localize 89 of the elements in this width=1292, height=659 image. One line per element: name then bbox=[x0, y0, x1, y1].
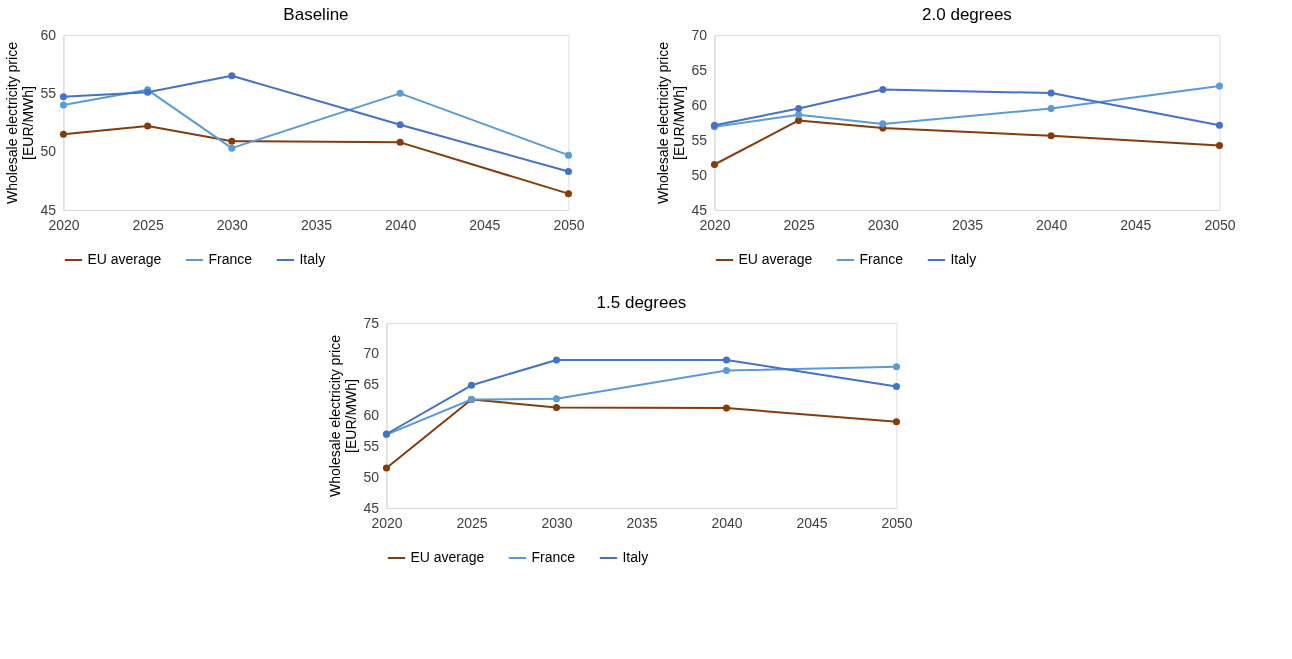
y-tick-label: 45 bbox=[691, 201, 708, 218]
y-tick-label: 70 bbox=[691, 26, 708, 43]
x-tick-label: 2025 bbox=[783, 216, 815, 233]
x-tick-label: 2050 bbox=[1204, 216, 1236, 233]
point bbox=[722, 356, 730, 364]
point bbox=[795, 104, 803, 113]
y-axis-title: Wholesale electricity price [EUR/MWh] bbox=[655, 41, 688, 204]
point bbox=[228, 144, 236, 152]
point bbox=[1215, 121, 1223, 129]
x-tick-label: 2025 bbox=[456, 514, 488, 531]
point bbox=[722, 366, 730, 375]
y-tick-label: 55 bbox=[40, 84, 57, 101]
y-tick-label: 45 bbox=[363, 499, 380, 516]
x-tick-label: 2020 bbox=[699, 216, 731, 233]
legend-label: France bbox=[208, 251, 253, 267]
legend-label: France bbox=[531, 549, 576, 565]
y-tick-label: 50 bbox=[40, 143, 57, 160]
point bbox=[1047, 104, 1055, 113]
y-tick-label: 65 bbox=[691, 61, 708, 78]
y-tick-label: 70 bbox=[363, 345, 380, 362]
point bbox=[564, 167, 572, 176]
y-tick-label: 50 bbox=[363, 468, 380, 485]
point bbox=[722, 404, 730, 412]
legend-label: EU average bbox=[410, 549, 485, 565]
y-tick-label: 45 bbox=[40, 201, 57, 218]
point bbox=[59, 130, 67, 138]
y-axis-title: Wholesale electricity price [EUR/MWh] bbox=[4, 41, 37, 204]
x-tick-label: 2045 bbox=[469, 216, 501, 233]
x-tick-label: 2050 bbox=[881, 514, 913, 531]
point bbox=[892, 418, 900, 426]
x-tick-label: 2045 bbox=[1120, 216, 1152, 233]
x-tick-label: 2020 bbox=[371, 514, 403, 531]
x-tick-label: 2050 bbox=[553, 216, 585, 233]
point bbox=[396, 89, 404, 97]
y-tick-label: 65 bbox=[363, 376, 380, 393]
legend-label: Italy bbox=[950, 251, 977, 267]
point bbox=[879, 120, 887, 128]
x-tick-label: 2035 bbox=[626, 514, 658, 531]
x-tick-label: 2025 bbox=[132, 216, 164, 233]
point bbox=[795, 111, 803, 119]
point bbox=[564, 190, 572, 198]
point bbox=[467, 381, 475, 389]
point bbox=[892, 382, 900, 391]
y-tick-label: 55 bbox=[691, 131, 708, 148]
legend-label: Italy bbox=[622, 549, 649, 565]
point bbox=[892, 363, 900, 371]
point bbox=[382, 464, 390, 472]
x-tick-label: 2040 bbox=[711, 514, 743, 531]
point bbox=[396, 138, 404, 146]
point bbox=[1215, 82, 1223, 90]
x-tick-label: 2030 bbox=[216, 216, 249, 233]
x-tick-label: 2040 bbox=[1036, 216, 1068, 233]
point bbox=[552, 356, 560, 364]
y-tick-label: 55 bbox=[363, 437, 380, 454]
y-tick-label: 60 bbox=[363, 407, 380, 423]
y-tick-label: 50 bbox=[691, 166, 708, 183]
x-tick-label: 2030 bbox=[541, 514, 573, 531]
point bbox=[1047, 132, 1055, 140]
chart-title: Baseline bbox=[283, 5, 349, 24]
point bbox=[879, 86, 887, 94]
legend-label: France bbox=[859, 251, 904, 267]
point bbox=[552, 403, 560, 412]
point bbox=[228, 72, 236, 80]
y-axis-title: Wholesale electricity price [EUR/MWh] bbox=[327, 334, 360, 497]
chart-title: 2.0 degrees bbox=[922, 5, 1012, 24]
legend-label: Italy bbox=[299, 251, 326, 267]
x-tick-label: 2035 bbox=[951, 216, 984, 233]
x-tick-label: 2020 bbox=[48, 216, 80, 233]
point bbox=[564, 151, 572, 159]
x-tick-label: 2045 bbox=[796, 514, 828, 531]
chart-title: 1.5 degrees bbox=[596, 293, 687, 312]
point bbox=[552, 395, 560, 403]
point bbox=[144, 122, 152, 130]
point bbox=[1047, 89, 1055, 97]
point bbox=[710, 160, 718, 169]
x-tick-label: 2035 bbox=[300, 216, 333, 233]
point bbox=[396, 121, 404, 129]
legend-label: EU average bbox=[87, 251, 162, 267]
y-tick-label: 60 bbox=[691, 96, 708, 113]
legend-label: EU average bbox=[738, 251, 813, 267]
point bbox=[59, 101, 67, 109]
point bbox=[228, 137, 236, 145]
y-tick-label: 75 bbox=[363, 314, 380, 331]
point bbox=[795, 116, 803, 124]
point bbox=[59, 93, 67, 101]
point bbox=[1215, 142, 1223, 150]
x-tick-label: 2040 bbox=[385, 216, 417, 233]
x-tick-label: 2030 bbox=[867, 216, 900, 233]
y-tick-label: 60 bbox=[40, 26, 57, 43]
